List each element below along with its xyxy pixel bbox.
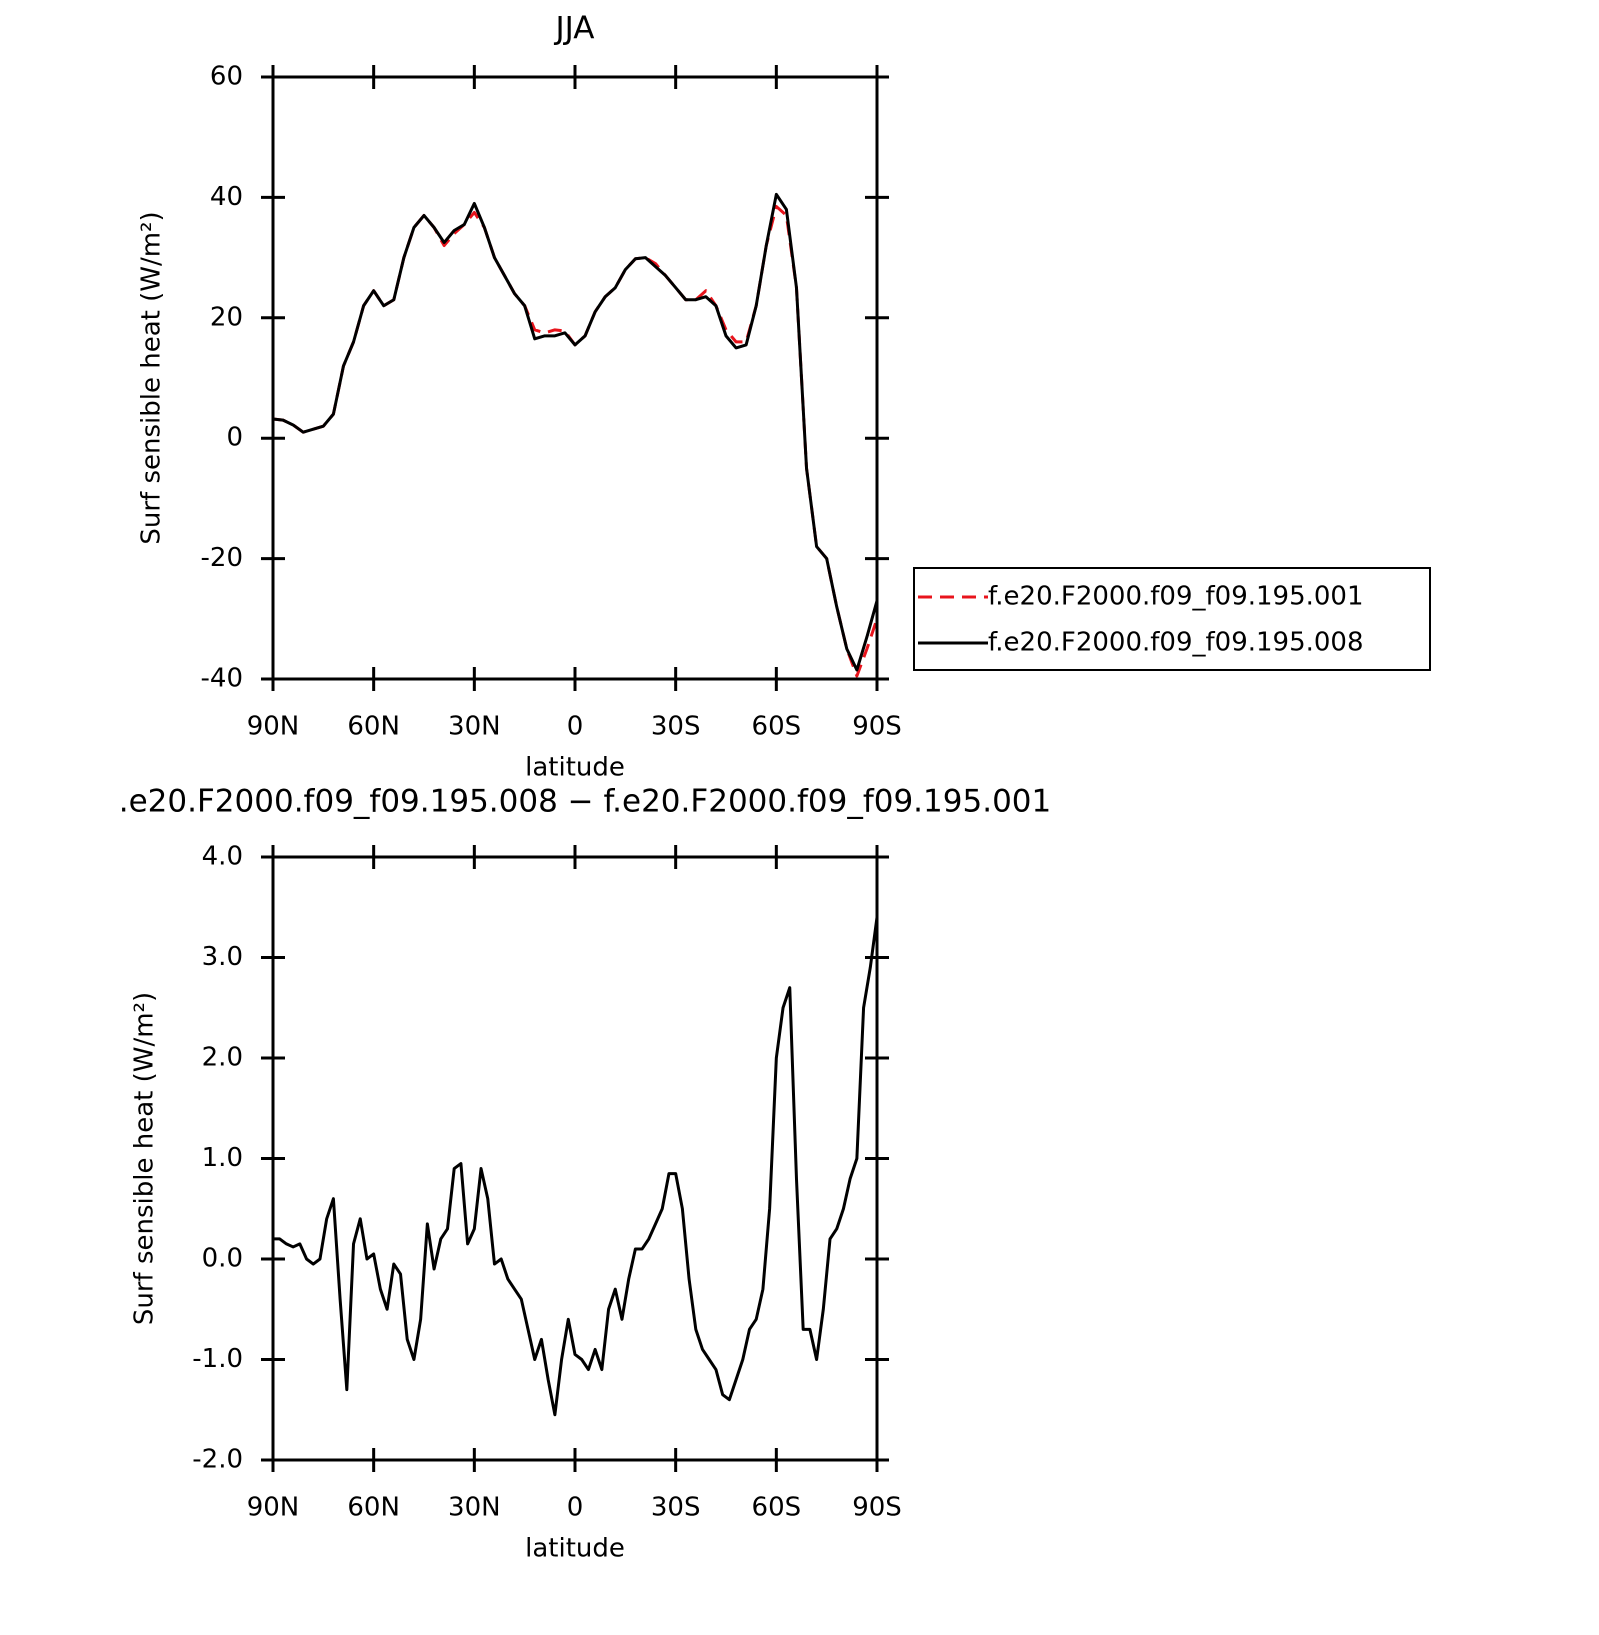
- legend-label: f.e20.F2000.f09_f09.195.008: [988, 628, 1364, 658]
- plot-area: [273, 192, 877, 678]
- data-line: [273, 192, 877, 672]
- plot-frame: [271, 75, 879, 681]
- x-tick-label: 0: [567, 712, 584, 742]
- x-tick-label: 90S: [852, 1493, 902, 1523]
- x-tick-label: 30S: [651, 712, 701, 742]
- x-tick-label: 30N: [448, 712, 501, 742]
- chart-title: .e20.F2000.f09_f09.195.008 − f.e20.F2000…: [119, 784, 1051, 820]
- y-tick-label: 20: [210, 302, 243, 332]
- legend-box: [913, 567, 1431, 671]
- x-tick-label: 90S: [852, 712, 902, 742]
- x-tick-label: 90N: [247, 712, 300, 742]
- y-axis-label: Surf sensible heat (W/m²): [137, 211, 167, 544]
- y-tick-label: 0.0: [202, 1244, 243, 1274]
- x-tick-label: 0: [567, 1493, 584, 1523]
- y-tick-label: 3.0: [202, 942, 243, 972]
- x-axis-label: latitude: [525, 753, 625, 783]
- y-tick-label: 2.0: [202, 1043, 243, 1073]
- y-tick-label: 60: [210, 62, 243, 92]
- plot-area: [273, 917, 877, 1417]
- chart: .e20.F2000.f09_f09.195.008 − f.e20.F2000…: [119, 784, 1051, 1564]
- y-tick-label: 0: [226, 423, 243, 453]
- x-tick-label: 60S: [752, 712, 802, 742]
- chart-title: JJA: [554, 11, 595, 47]
- legend: f.e20.F2000.f09_f09.195.001 f.e20.F2000.f…: [913, 567, 1431, 671]
- data-line: [273, 204, 877, 678]
- y-tick-label: 4.0: [202, 842, 243, 872]
- data-line: [273, 917, 877, 1417]
- plot-frame: [271, 855, 879, 1462]
- y-axis-label: Surf sensible heat (W/m²): [130, 992, 160, 1325]
- y-tick-label: -40: [201, 664, 243, 694]
- x-tick-label: 90N: [247, 1493, 300, 1523]
- x-tick-label: 30S: [651, 1493, 701, 1523]
- legend-label: f.e20.F2000.f09_f09.195.001: [988, 582, 1364, 612]
- y-tick-label: 1.0: [202, 1143, 243, 1173]
- y-tick-label: -1.0: [192, 1344, 243, 1374]
- y-tick-label: -20: [201, 543, 243, 573]
- y-tick-label: 40: [210, 182, 243, 212]
- x-tick-label: 60N: [347, 1493, 400, 1523]
- chart: JJA latitude Surf sensible heat (W/m²) -40 -…: [137, 11, 1431, 783]
- y-tick-label: -2.0: [192, 1445, 243, 1475]
- x-tick-label: 60N: [347, 712, 400, 742]
- x-tick-label: 60S: [752, 1493, 802, 1523]
- x-tick-label: 30N: [448, 1493, 501, 1523]
- x-axis-label: latitude: [525, 1534, 625, 1564]
